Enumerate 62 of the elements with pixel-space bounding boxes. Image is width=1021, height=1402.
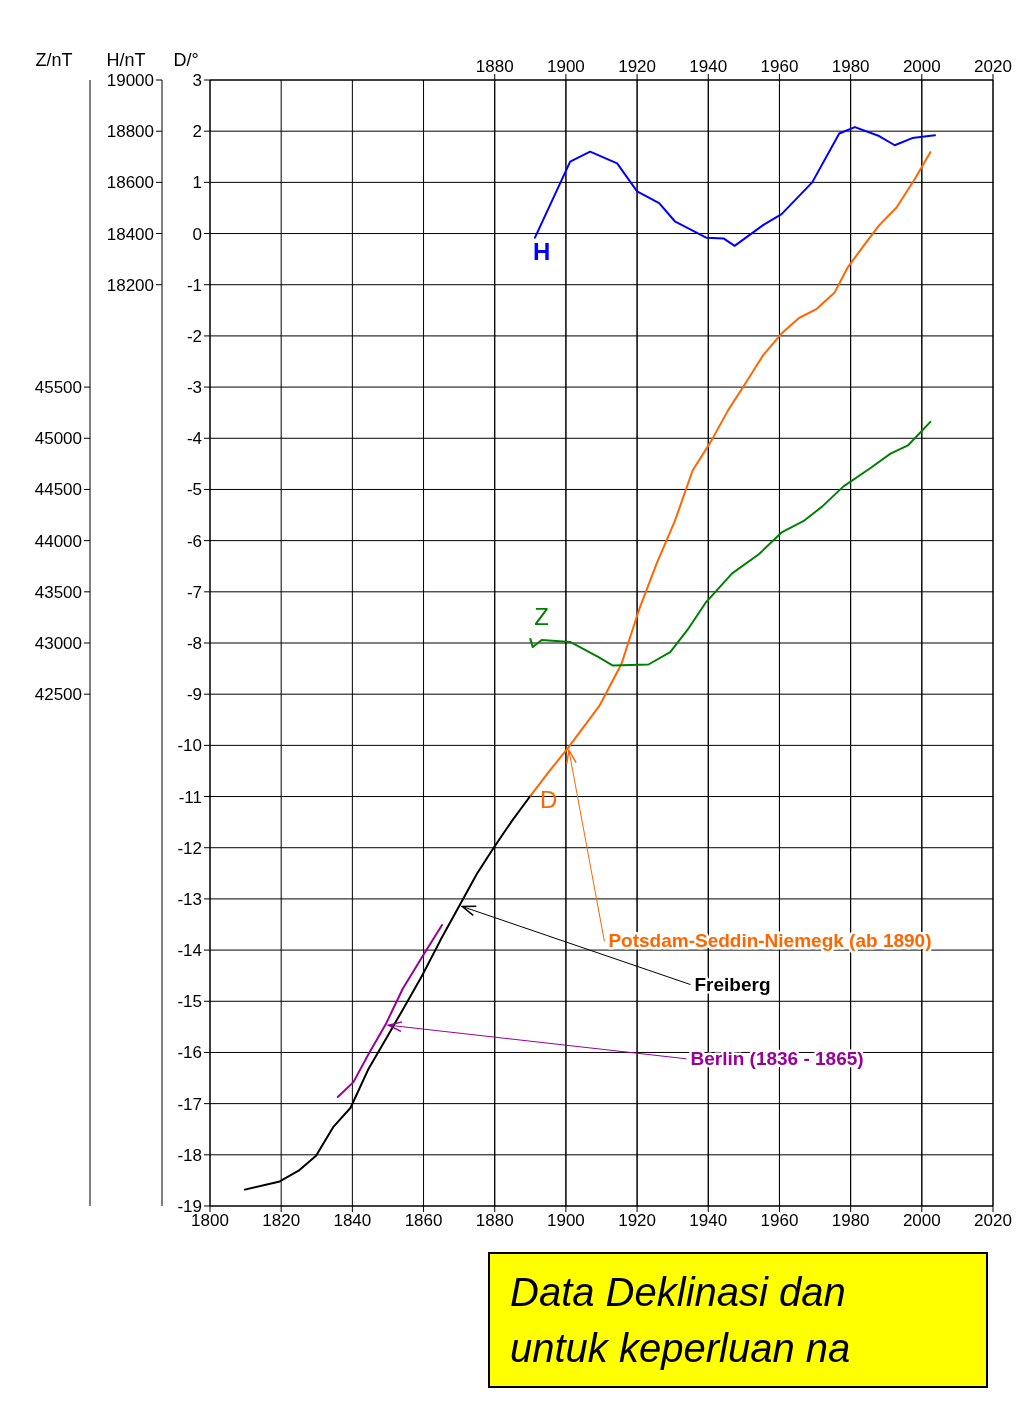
y-tick-label: -17 bbox=[177, 1094, 202, 1114]
y2-tick-label: 18400 bbox=[106, 224, 154, 244]
y2-tick-label: 19000 bbox=[106, 71, 154, 91]
y3-tick-label: 43000 bbox=[34, 634, 82, 654]
y-tick-label: -2 bbox=[186, 326, 202, 346]
x-tick-label: 1960 bbox=[760, 1211, 799, 1231]
y3-tick-label: 44500 bbox=[34, 480, 82, 500]
text: Data Deklinasi dan bbox=[510, 1269, 847, 1316]
text: untuk keperluan na bbox=[510, 1325, 852, 1372]
y-tick-label: -3 bbox=[186, 378, 202, 398]
y-tick-label: -14 bbox=[177, 941, 202, 961]
y3-tick-label: 42500 bbox=[34, 685, 82, 705]
y-tick-label: 0 bbox=[192, 224, 202, 244]
y-tick-label: 3 bbox=[192, 71, 202, 91]
x2-tick-label: 2020 bbox=[974, 57, 1012, 76]
y-tick-label: -8 bbox=[186, 634, 202, 654]
y3-tick-label: 43500 bbox=[34, 582, 82, 602]
x2-tick-label: 1920 bbox=[618, 57, 656, 76]
y2-tick-label: 18200 bbox=[106, 275, 154, 295]
x2-tick-label: 1960 bbox=[760, 57, 799, 76]
x-tick-label: 1880 bbox=[475, 1211, 514, 1231]
x2-tick-label: 1880 bbox=[475, 57, 514, 76]
y-tick-label: -9 bbox=[186, 685, 202, 705]
y-tick-label: -4 bbox=[186, 429, 202, 449]
x2-tick-label: 1980 bbox=[831, 57, 870, 76]
x2-tick-label: 2000 bbox=[902, 57, 941, 76]
y-tick-label: -15 bbox=[177, 992, 202, 1012]
series-label: H bbox=[532, 237, 551, 265]
x-tick-label: 2020 bbox=[974, 1211, 1012, 1231]
y2-tick-label: 18600 bbox=[106, 173, 154, 193]
line-series bbox=[336, 924, 444, 1098]
x-tick-label: 1840 bbox=[333, 1211, 372, 1231]
x-tick-label: 1900 bbox=[547, 1211, 585, 1231]
y-tick-label: -6 bbox=[186, 531, 202, 551]
y-tick-label: -7 bbox=[186, 582, 202, 602]
y3-axis-title: Z/nT bbox=[35, 50, 73, 70]
y-tick-label: -5 bbox=[186, 480, 202, 500]
x-tick-label: 1980 bbox=[831, 1211, 870, 1231]
y-axis-title: D/° bbox=[173, 50, 199, 70]
x-tick-label: 1940 bbox=[689, 1211, 728, 1231]
y-tick-label: -18 bbox=[177, 1145, 202, 1165]
x2-tick-label: 1940 bbox=[689, 57, 728, 76]
series-label: Z bbox=[534, 602, 549, 630]
y-tick-label: -12 bbox=[177, 838, 202, 858]
y3-tick-label: 45000 bbox=[34, 429, 82, 449]
y-tick-label: -13 bbox=[177, 889, 202, 909]
y-tick-label: -16 bbox=[177, 1043, 202, 1063]
y3-tick-label: 44000 bbox=[34, 531, 82, 551]
y2-tick-label: 18800 bbox=[106, 122, 154, 142]
y2-axis-title: H/nT bbox=[106, 50, 146, 70]
y-tick-label: 1 bbox=[192, 173, 202, 193]
y-tick-label: -10 bbox=[177, 736, 202, 756]
x2-tick-label: 1900 bbox=[547, 57, 585, 76]
x-tick-label: 1860 bbox=[404, 1211, 443, 1231]
y-tick-label: -1 bbox=[186, 275, 202, 295]
line-series bbox=[529, 420, 932, 667]
y-tick-label: 2 bbox=[192, 122, 202, 142]
x-tick-label: 1920 bbox=[618, 1211, 656, 1231]
x-tick-label: 1820 bbox=[262, 1211, 301, 1231]
x-tick-label: 2000 bbox=[902, 1211, 941, 1231]
y-tick-label: -11 bbox=[178, 787, 202, 807]
y3-tick-label: 45500 bbox=[34, 378, 82, 398]
